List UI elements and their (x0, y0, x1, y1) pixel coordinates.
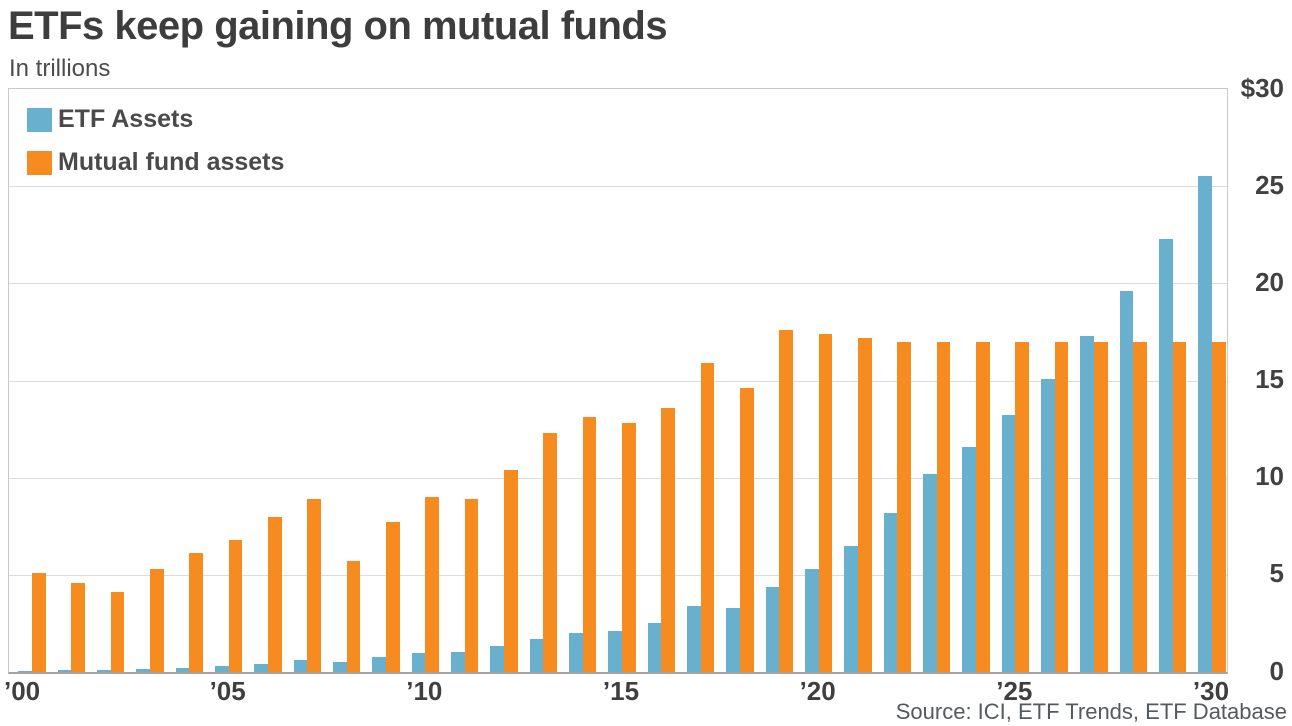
y-tick-label-25: 25 (1255, 169, 1284, 200)
bar-etf-2011 (451, 651, 465, 672)
chart-title: ETFs keep gaining on mutual funds (8, 4, 668, 48)
bar-etf-2008 (333, 661, 347, 672)
x-tick-label-2010: ’10 (406, 676, 443, 706)
x-tick-label-2005: ’05 (209, 676, 246, 706)
bar-mutual-fund-2030 (1212, 341, 1226, 672)
chart-subtitle: In trillions (9, 55, 111, 82)
x-tick-label-2025: ’25 (996, 676, 1033, 706)
x-tick-label-2030: ’30 (1192, 676, 1230, 706)
y-tick-label-0: 0 (1269, 655, 1284, 686)
bar-etf-2002 (97, 670, 111, 672)
y-tick-label-20: 20 (1255, 266, 1284, 297)
legend-swatch-mutual-fund-icon (27, 150, 52, 175)
bar-mutual-fund-2022 (897, 341, 911, 672)
bar-etf-2018 (726, 607, 740, 672)
bar-etf-2009 (372, 656, 386, 672)
bar-mutual-fund-2008 (346, 561, 361, 672)
bar-mutual-fund-2012 (504, 469, 518, 672)
bar-mutual-fund-2029 (1172, 341, 1187, 672)
source-note: Source: ICI, ETF Trends, ETF Database (895, 699, 1287, 724)
legend: ETF Assets Mutual fund assets (27, 105, 284, 191)
bar-mutual-fund-2002 (110, 592, 125, 672)
y-axis: $30 25 20 15 10 5 0 (1232, 73, 1286, 686)
y-tick-label-10: 10 (1255, 461, 1284, 492)
bar-mutual-fund-2011 (464, 499, 479, 672)
bar-mutual-fund-2025 (1015, 341, 1029, 672)
gridline-25 (9, 186, 1227, 188)
bar-etf-2029 (1159, 238, 1173, 672)
bar-mutual-fund-2003 (150, 569, 164, 672)
bar-etf-2015 (608, 631, 622, 672)
bar-etf-2000 (18, 670, 32, 672)
plot-area: ETF Assets Mutual fund assets (8, 88, 1228, 674)
bar-mutual-fund-2023 (936, 341, 951, 672)
legend-swatch-etf-icon (27, 107, 52, 132)
bar-mutual-fund-2017 (700, 363, 715, 672)
bar-etf-2028 (1119, 291, 1134, 672)
legend-item-mutual-fund: Mutual fund assets (27, 148, 284, 177)
gridline-5 (9, 574, 1227, 576)
bar-mutual-fund-2014 (582, 417, 597, 672)
bar-etf-2014 (569, 633, 583, 672)
gridline-15 (9, 380, 1227, 382)
bar-etf-2019 (765, 586, 780, 672)
legend-label-etf: ETF Assets (58, 105, 194, 133)
bar-mutual-fund-2015 (622, 423, 636, 672)
bar-etf-2026 (1041, 378, 1055, 672)
bar-etf-2022 (883, 512, 898, 672)
bar-mutual-fund-2000 (32, 572, 46, 672)
bar-mutual-fund-2006 (268, 516, 282, 672)
gridline-20 (9, 283, 1227, 285)
bar-etf-2023 (923, 473, 937, 672)
bar-etf-2003 (136, 669, 150, 672)
bar-mutual-fund-2027 (1094, 341, 1108, 672)
bar-mutual-fund-2005 (228, 539, 243, 672)
legend-item-etf: ETF Assets (27, 105, 284, 134)
bar-etf-2005 (215, 666, 229, 672)
y-tick-label-30: $30 (1240, 72, 1284, 103)
bar-etf-2020 (805, 569, 819, 672)
x-tick-label-2015: ’15 (602, 676, 640, 706)
bar-etf-2013 (529, 639, 544, 672)
y-tick-label-15: 15 (1255, 364, 1284, 394)
bar-mutual-fund-2020 (818, 333, 833, 672)
bar-etf-2025 (1001, 415, 1016, 672)
bar-etf-2004 (175, 667, 190, 672)
bar-mutual-fund-2007 (307, 499, 321, 672)
bar-mutual-fund-2018 (740, 388, 754, 672)
bar-mutual-fund-2009 (386, 522, 400, 672)
bar-mutual-fund-2019 (779, 329, 793, 672)
bar-etf-2012 (490, 645, 504, 672)
bar-etf-2016 (647, 623, 662, 672)
bar-etf-2006 (254, 663, 268, 672)
bar-mutual-fund-2026 (1054, 341, 1069, 672)
x-tick-label-2000: ’00 (4, 676, 41, 706)
bar-mutual-fund-2021 (858, 337, 872, 672)
bar-etf-2017 (687, 605, 701, 672)
bar-mutual-fund-2004 (189, 553, 203, 672)
bar-etf-2030 (1198, 176, 1212, 672)
bar-mutual-fund-2010 (425, 497, 439, 672)
y-tick-label-5: 5 (1269, 558, 1284, 589)
bar-etf-2021 (844, 545, 858, 672)
bar-mutual-fund-2028 (1133, 341, 1147, 672)
bar-etf-2001 (57, 670, 72, 672)
x-tick-label-2020: ’20 (799, 676, 836, 706)
bar-etf-2024 (962, 446, 976, 672)
bar-mutual-fund-2013 (543, 432, 557, 672)
bar-mutual-fund-2001 (71, 582, 85, 672)
legend-label-mutual-fund: Mutual fund assets (58, 148, 285, 176)
x-axis: ’00 ’05 ’10 ’15 ’20 ’25 ’30 (4, 676, 1229, 708)
bar-etf-2007 (293, 660, 308, 672)
bar-etf-2027 (1080, 335, 1094, 672)
gridline-10 (9, 477, 1227, 479)
bar-mutual-fund-2024 (976, 341, 990, 672)
bar-mutual-fund-2016 (661, 407, 675, 672)
bar-etf-2010 (411, 652, 426, 672)
